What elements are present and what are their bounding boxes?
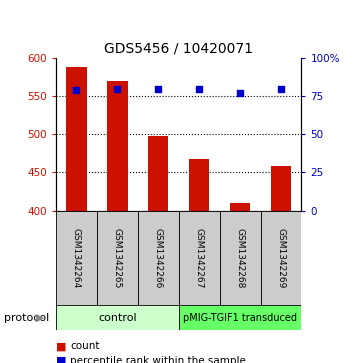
Bar [230, 203, 250, 211]
Point [278, 86, 284, 91]
Text: ■: ■ [56, 356, 66, 363]
FancyBboxPatch shape [261, 211, 301, 305]
Text: protocol: protocol [4, 313, 49, 323]
FancyBboxPatch shape [97, 211, 138, 305]
Text: GSM1342266: GSM1342266 [154, 228, 163, 288]
Text: ▶: ▶ [36, 313, 45, 323]
Bar [189, 159, 209, 211]
Text: count: count [70, 341, 100, 351]
Text: GSM1342264: GSM1342264 [72, 228, 81, 288]
FancyBboxPatch shape [179, 211, 219, 305]
Text: control: control [98, 313, 136, 323]
Title: GDS5456 / 10420071: GDS5456 / 10420071 [104, 41, 253, 56]
Bar [107, 81, 127, 211]
Text: GSM1342269: GSM1342269 [277, 228, 286, 288]
Point [114, 86, 120, 91]
Text: pMIG-TGIF1 transduced: pMIG-TGIF1 transduced [183, 313, 297, 323]
Text: percentile rank within the sample: percentile rank within the sample [70, 356, 246, 363]
Text: GSM1342265: GSM1342265 [113, 228, 122, 288]
Text: GSM1342267: GSM1342267 [195, 228, 204, 288]
Text: GSM1342268: GSM1342268 [236, 228, 244, 288]
FancyBboxPatch shape [219, 211, 261, 305]
Point [196, 86, 202, 91]
Point [237, 90, 243, 96]
Text: ■: ■ [56, 341, 66, 351]
FancyBboxPatch shape [179, 305, 301, 330]
FancyBboxPatch shape [56, 305, 179, 330]
Bar [66, 67, 87, 211]
Point [155, 86, 161, 91]
Point [74, 87, 79, 93]
FancyBboxPatch shape [138, 211, 179, 305]
FancyBboxPatch shape [56, 211, 97, 305]
Bar [148, 136, 169, 211]
Bar [271, 166, 291, 211]
